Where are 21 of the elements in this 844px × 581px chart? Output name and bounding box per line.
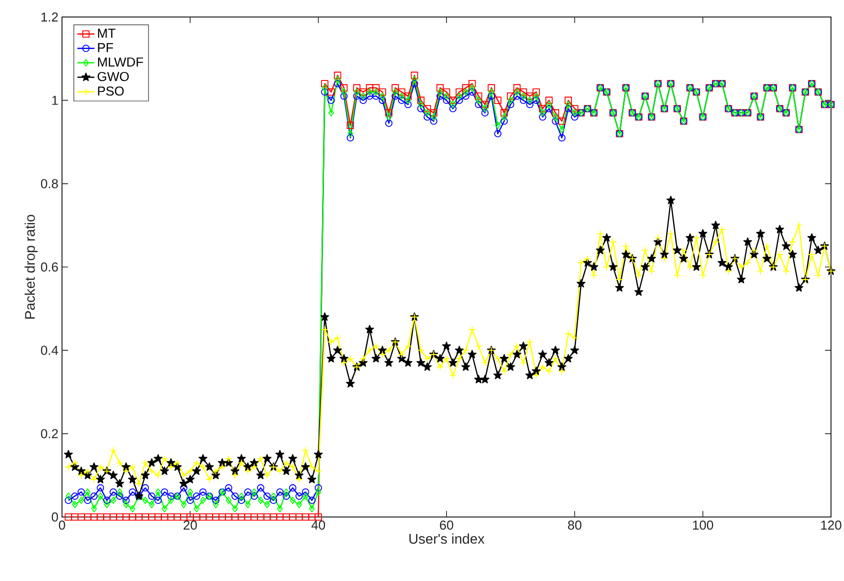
x-tick-label: 60 bbox=[440, 520, 454, 530]
x-tick-label: 120 bbox=[821, 520, 842, 530]
legend-label: MT bbox=[98, 28, 116, 38]
y-axis-title: Packet drop ratio bbox=[24, 214, 38, 319]
y-tick-label: 1 bbox=[52, 96, 58, 105]
x-tick-label: 100 bbox=[693, 520, 714, 530]
x-tick-label: 40 bbox=[311, 520, 326, 530]
legend-label: GWO bbox=[98, 72, 129, 82]
legend-label: PSO bbox=[98, 86, 124, 96]
y-tick-label: 0.6 bbox=[40, 262, 58, 272]
legend-label: MLWDF bbox=[98, 58, 144, 66]
y-tick-label: 0 bbox=[52, 512, 58, 522]
y-tick-label: 0.8 bbox=[40, 179, 58, 188]
x-tick-label: 20 bbox=[184, 520, 197, 530]
legend-label: PF bbox=[98, 43, 114, 52]
y-tick-label: 0.2 bbox=[40, 429, 58, 438]
x-tick-label: 80 bbox=[568, 520, 582, 530]
x-tick-label: 0 bbox=[58, 520, 66, 530]
x-axis-title: User's index bbox=[409, 534, 484, 544]
y-tick-label: 0.4 bbox=[40, 346, 58, 355]
y-tick-label: 1.2 bbox=[41, 12, 58, 22]
